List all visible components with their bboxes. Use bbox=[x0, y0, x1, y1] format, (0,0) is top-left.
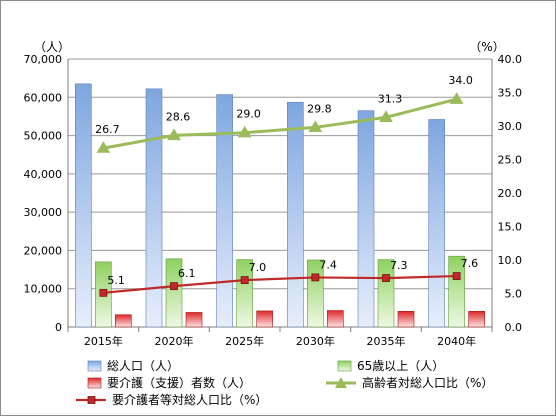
data-label: 5.1 bbox=[107, 274, 125, 287]
data-label: 7.3 bbox=[390, 259, 408, 272]
triangle-marker bbox=[96, 141, 111, 153]
legend-label: 高齢者対総人口比（%） bbox=[362, 375, 493, 390]
bar bbox=[165, 258, 183, 328]
y-left-tick-label: 40,000 bbox=[24, 168, 63, 181]
data-label: 34.0 bbox=[448, 74, 473, 87]
triangle-marker bbox=[308, 120, 323, 133]
bar bbox=[185, 312, 203, 328]
legend-label: 65歳以上（人） bbox=[357, 359, 444, 373]
bar bbox=[75, 83, 92, 328]
y-left-tick-label: 50,000 bbox=[24, 130, 63, 143]
square-marker bbox=[452, 272, 461, 280]
legend-swatch bbox=[337, 360, 352, 372]
legend-square-marker bbox=[87, 396, 96, 404]
y-left-tick-label: 70,000 bbox=[24, 53, 63, 66]
triangle-marker bbox=[379, 110, 393, 122]
legend-swatch bbox=[87, 377, 102, 389]
data-label: 7.6 bbox=[461, 257, 479, 270]
triangle-marker bbox=[449, 92, 464, 104]
y-right-unit: （%） bbox=[469, 40, 504, 54]
x-category-label: 2020年 bbox=[155, 334, 194, 348]
bar bbox=[236, 259, 253, 328]
square-marker bbox=[311, 273, 320, 282]
x-category-label: 2025年 bbox=[225, 334, 264, 348]
y-left-tick-label: 60,000 bbox=[24, 91, 63, 104]
data-label: 7.0 bbox=[249, 261, 267, 274]
bar bbox=[448, 255, 465, 328]
y-right-tick-label: 10.0 bbox=[498, 254, 523, 267]
bar bbox=[256, 310, 273, 328]
line-series bbox=[96, 92, 464, 297]
y-left-tick-label: 20,000 bbox=[24, 244, 63, 257]
bar bbox=[397, 311, 415, 328]
series-line bbox=[103, 274, 457, 294]
axes: 0 10,000 20,000 30,000 40,000 50,000 60,000 70,… bbox=[24, 40, 523, 348]
y-left-tick-label: 0 bbox=[55, 321, 62, 334]
legend-label: 要介護者等対総人口比（%） bbox=[112, 392, 267, 407]
y-right-tick-label: 0.0 bbox=[505, 321, 523, 334]
y-left-tick-label: 10,000 bbox=[24, 283, 63, 296]
data-label: 26.7 bbox=[95, 123, 120, 136]
data-label: 6.1 bbox=[178, 267, 196, 280]
data-label: 29.8 bbox=[307, 102, 332, 115]
bar bbox=[377, 259, 395, 328]
bar bbox=[115, 314, 132, 328]
x-category-label: 2030年 bbox=[296, 334, 335, 348]
triangle-marker bbox=[167, 128, 181, 141]
data-label: 7.4 bbox=[319, 258, 337, 271]
x-category-label: 2015年 bbox=[84, 334, 123, 348]
y-right-tick-label: 35.0 bbox=[498, 87, 523, 100]
bar bbox=[287, 101, 304, 328]
data-labels: 26.7 28.6 29.0 29.8 31.3 34.0 5.1 6.1 7.0 7.4 7.3 7… bbox=[95, 74, 478, 287]
data-label: 28.6 bbox=[166, 110, 191, 123]
y-right-tick-label: 20.0 bbox=[498, 187, 523, 200]
y-right-tick-label: 15.0 bbox=[498, 221, 523, 234]
bar bbox=[428, 119, 445, 328]
square-marker bbox=[99, 288, 108, 297]
x-category-label: 2035年 bbox=[367, 334, 406, 348]
legend-label: 要介護（支援）者数（人） bbox=[107, 375, 251, 390]
y-right-tick-label: 5.0 bbox=[505, 288, 523, 301]
legend: 総人口（人） 65歳以上（人） 要介護（支援）者数（人） 高齢者対総人口比（%） 要介護… bbox=[76, 359, 493, 407]
data-label: 29.0 bbox=[236, 108, 261, 121]
bar bbox=[327, 310, 344, 328]
y-left-tick-label: 30,000 bbox=[24, 206, 63, 219]
y-right-tick-label: 40.0 bbox=[498, 53, 523, 66]
series-line bbox=[103, 97, 458, 150]
data-label: 31.3 bbox=[378, 92, 403, 105]
square-marker bbox=[382, 274, 390, 282]
bar bbox=[145, 88, 163, 328]
square-marker bbox=[170, 282, 178, 291]
square-marker bbox=[240, 276, 249, 285]
bar-series bbox=[75, 83, 485, 328]
bar bbox=[468, 311, 485, 328]
bar bbox=[357, 110, 375, 328]
legend-swatch bbox=[87, 360, 102, 372]
triangle-marker bbox=[237, 125, 252, 138]
bar bbox=[216, 94, 233, 328]
y-left-unit: （人） bbox=[34, 40, 70, 54]
x-category-label: 2040年 bbox=[437, 334, 476, 348]
y-right-tick-label: 30.0 bbox=[498, 120, 523, 133]
legend-triangle-marker bbox=[335, 377, 347, 388]
y-right-tick-label: 25.0 bbox=[498, 154, 523, 167]
legend-label: 総人口（人） bbox=[107, 359, 179, 373]
